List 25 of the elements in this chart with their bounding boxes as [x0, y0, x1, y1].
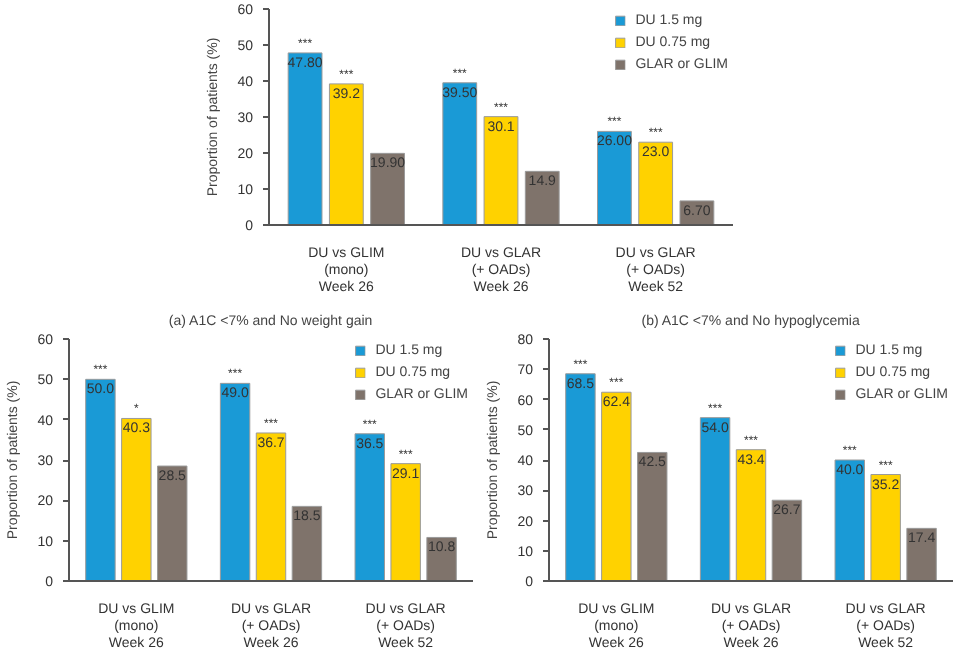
- bar: [699, 417, 731, 581]
- bar: [370, 152, 405, 225]
- bar: [121, 417, 152, 581]
- bar: [524, 170, 560, 225]
- bar: [85, 378, 116, 581]
- bar: [287, 52, 323, 225]
- bar: [328, 83, 364, 225]
- bar: [771, 499, 803, 581]
- bar: [483, 116, 519, 225]
- bar: [354, 433, 385, 581]
- bar: [565, 373, 596, 581]
- bar: [601, 391, 632, 581]
- bar: [735, 449, 767, 581]
- bar: [638, 141, 674, 225]
- bar: [834, 459, 865, 581]
- bar: [906, 527, 937, 581]
- bar: [870, 474, 901, 581]
- bar: [157, 465, 188, 581]
- bar: [291, 505, 323, 581]
- bar: [390, 463, 421, 581]
- bar: [255, 432, 287, 581]
- bar: [637, 451, 668, 581]
- bar: [597, 130, 632, 225]
- bar: [219, 382, 251, 581]
- bar: [442, 82, 478, 225]
